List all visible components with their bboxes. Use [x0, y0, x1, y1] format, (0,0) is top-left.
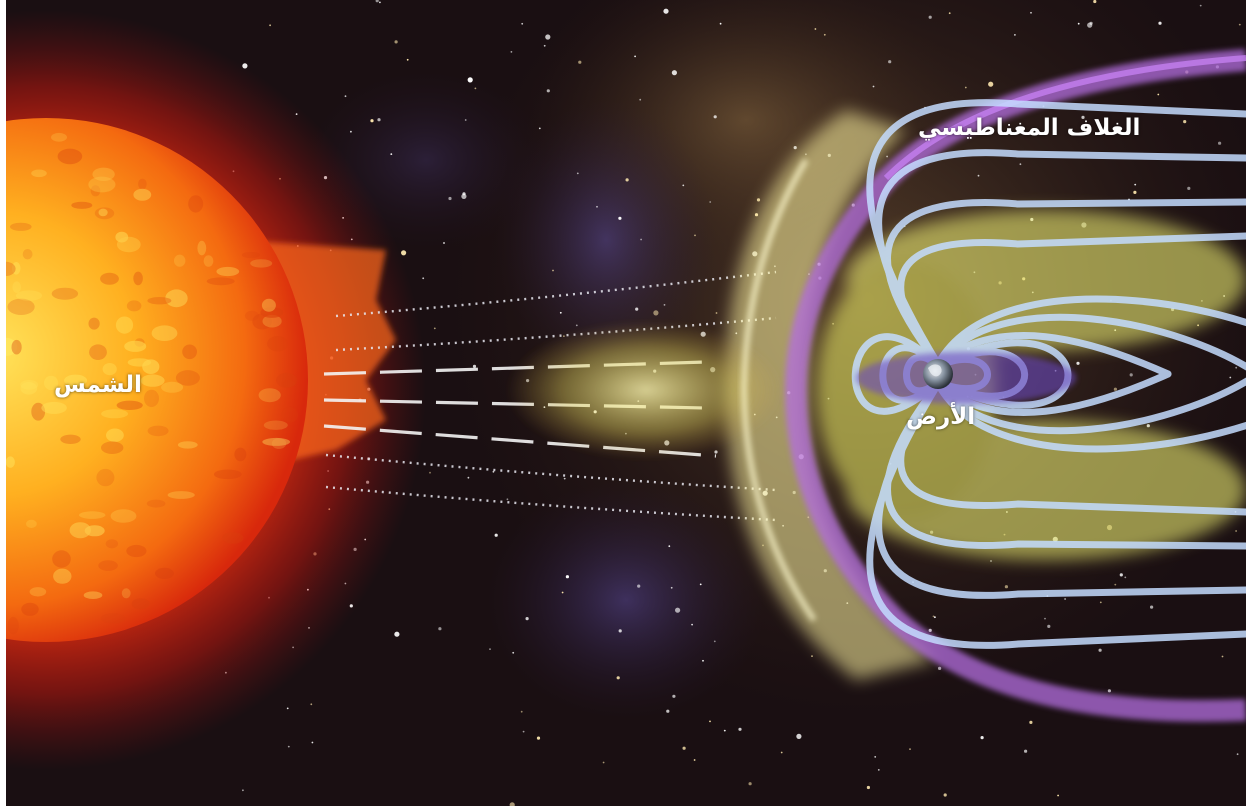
sun-earth-magnetosphere-artwork — [6, 0, 1246, 806]
cut-off-caption-fragment — [880, 798, 1020, 810]
bow-shock — [506, 110, 936, 680]
space-weather-illustration: الشمس الغلاف المغناطيسي الأرض — [6, 0, 1246, 806]
earth — [923, 359, 953, 389]
magnetic-field-lines — [851, 99, 1246, 649]
plasma-sheet — [856, 352, 1076, 404]
sun — [6, 10, 426, 770]
magnetosphere-label: الغلاف المغناطيسي — [918, 115, 1141, 141]
sun-label: الشمس — [54, 372, 142, 398]
earth-label: الأرض — [906, 404, 976, 430]
magnetopause-edge — [883, 55, 1246, 181]
